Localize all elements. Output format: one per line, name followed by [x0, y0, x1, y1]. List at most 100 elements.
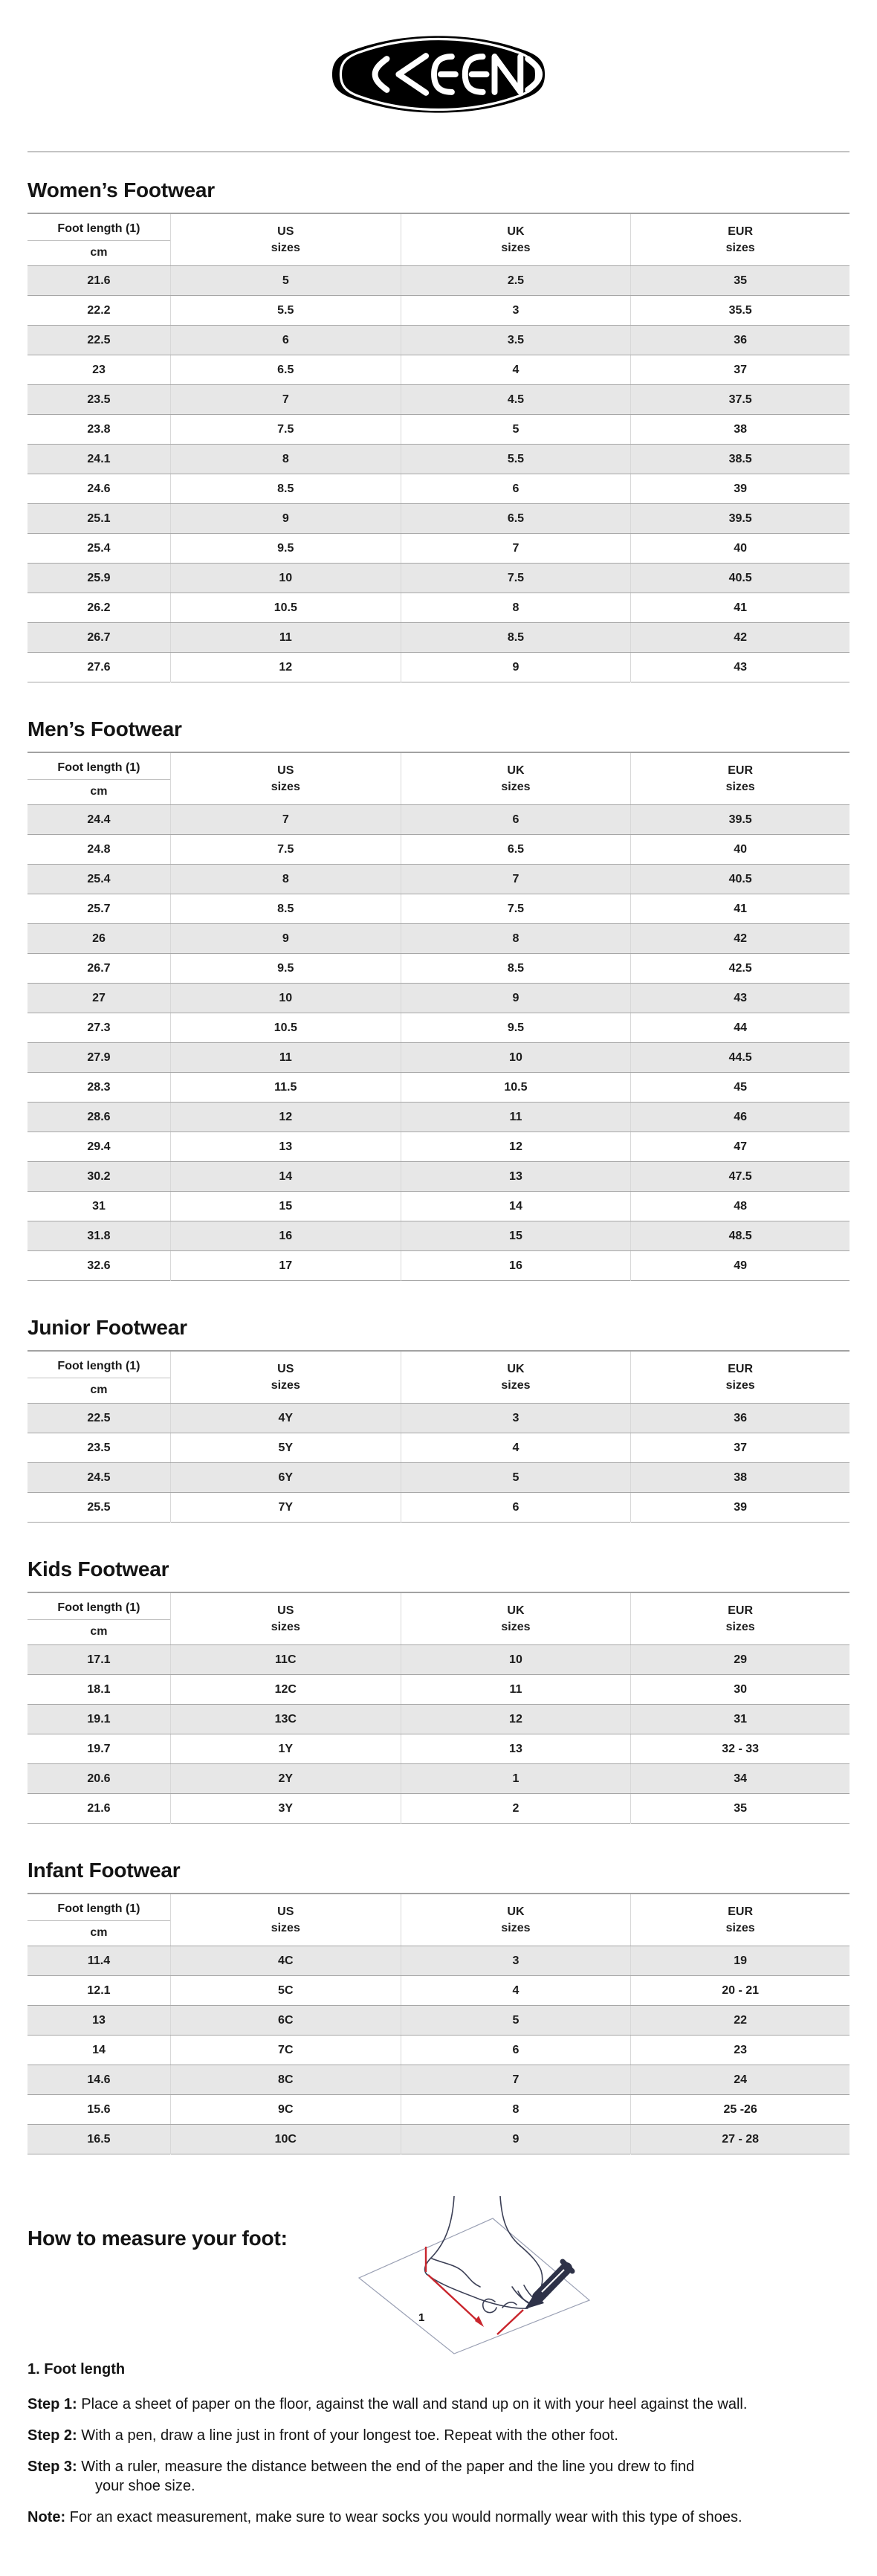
table-cell: 48.5: [630, 1221, 850, 1251]
table-cell: 37: [630, 355, 850, 385]
table-header-row: Foot length (1) cm US sizes UK sizes EUR siz…: [27, 1894, 850, 1946]
table-cell: 11: [400, 1674, 631, 1705]
infant-size-table: Foot length (1) cm US sizes UK sizes EUR siz…: [27, 1893, 850, 2154]
table-cell: 34: [630, 1763, 850, 1794]
table-row: 23.8 7.5 5 38: [27, 414, 850, 445]
section-mens-footwear: Men’s Footwear Foot length (1) cm US sizes…: [27, 717, 850, 1281]
table-cell: 31: [27, 1191, 171, 1221]
table-row: 16.5 10C 9 27 - 28: [27, 2124, 850, 2154]
table-cell: 6: [400, 474, 631, 504]
table-cell: 5: [169, 265, 401, 296]
table-cell: 5C: [169, 1975, 401, 2006]
table-cell: 7.5: [400, 563, 631, 593]
table-cell: 10: [400, 1644, 631, 1675]
table-cell: 37.5: [630, 384, 850, 415]
kids-size-table: Foot length (1) cm US sizes UK sizes EUR siz…: [27, 1592, 850, 1824]
foot-measure-illustration: 1: [357, 2196, 591, 2354]
col-header-foot-length: Foot length (1) cm: [27, 1894, 171, 1946]
foot-length-subtitle: 1. Foot length: [27, 2361, 126, 2378]
table-cell: 11C: [169, 1644, 401, 1675]
table-cell: 31.8: [27, 1221, 171, 1251]
table-cell: 20.6: [27, 1763, 171, 1794]
table-cell: 11: [169, 622, 401, 653]
table-cell: 10: [169, 563, 401, 593]
table-row: 14.6 8C 7 24: [27, 2065, 850, 2095]
note-text: For an exact measurement, make sure to w…: [69, 2509, 742, 2525]
table-cell: 7: [169, 804, 401, 835]
table-row: 23.5 5Y 4 37: [27, 1433, 850, 1463]
table-cell: 25.4: [27, 533, 171, 564]
col-header-eur: EUR sizes: [630, 1351, 850, 1404]
table-cell: 8: [169, 864, 401, 894]
table-cell: 4: [400, 1433, 631, 1463]
table-cell: 11.4: [27, 1946, 171, 1976]
table-cell: 36: [630, 325, 850, 355]
table-cell: 12: [169, 652, 401, 682]
table-cell: 7.5: [169, 834, 401, 865]
table-cell: 17.1: [27, 1644, 171, 1675]
table-cell: 24: [630, 2065, 850, 2095]
table-cell: 12: [400, 1704, 631, 1734]
table-header-row: Foot length (1) cm US sizes UK sizes EUR siz…: [27, 1351, 850, 1404]
table-cell: 30: [630, 1674, 850, 1705]
table-cell: 38: [630, 414, 850, 445]
table-cell: 6: [400, 2035, 631, 2065]
table-cell: 6: [169, 325, 401, 355]
table-row: 24.8 7.5 6.5 40: [27, 834, 850, 865]
col-header-foot-length: Foot length (1) cm: [27, 213, 171, 266]
table-cell: 23.5: [27, 384, 171, 415]
table-row: 28.3 11.5 10.5 45: [27, 1072, 850, 1103]
table-cell: 45: [630, 1072, 850, 1103]
step-text: Place a sheet of paper on the floor, aga…: [81, 2396, 748, 2412]
col-header-eur: EUR sizes: [630, 213, 850, 266]
mens-size-table: Foot length (1) cm US sizes UK sizes EUR siz…: [27, 752, 850, 1281]
table-cell: 4: [400, 1975, 631, 2006]
table-cell: 14: [400, 1191, 631, 1221]
table-cell: 22: [630, 2005, 850, 2036]
table-cell: 27 - 28: [630, 2124, 850, 2154]
table-row: 17.1 11C 10 29: [27, 1644, 850, 1675]
table-row: 20.6 2Y 1 34: [27, 1763, 850, 1794]
table-cell: 2Y: [169, 1763, 401, 1794]
table-cell: 10C: [169, 2124, 401, 2154]
table-cell: 9: [400, 652, 631, 682]
step-3: Step 3: With a ruler, measure the distan…: [27, 2457, 850, 2496]
section-womens-footwear: Women’s Footwear Foot length (1) cm US siz…: [27, 178, 850, 682]
section-infant-footwear: Infant Footwear Foot length (1) cm US size…: [27, 1858, 850, 2154]
table-cell: 28.3: [27, 1072, 171, 1103]
table-cell: 25.1: [27, 503, 171, 534]
section-title: Junior Footwear: [27, 1316, 187, 1339]
table-row: 32.6 17 16 49: [27, 1250, 850, 1281]
section-title: Women’s Footwear: [27, 178, 215, 201]
table-row: 21.6 3Y 2 35: [27, 1793, 850, 1824]
table-row: 23.5 7 4.5 37.5: [27, 384, 850, 415]
table-cell: 41: [630, 894, 850, 924]
table-cell: 1Y: [169, 1734, 401, 1764]
table-cell: 16: [169, 1221, 401, 1251]
header-divider: [27, 151, 850, 152]
table-cell: 24.5: [27, 1462, 171, 1493]
table-cell: 28.6: [27, 1102, 171, 1132]
table-cell: 18.1: [27, 1674, 171, 1705]
table-cell: 10.5: [400, 1072, 631, 1103]
table-cell: 8.5: [400, 953, 631, 984]
table-cell: 15.6: [27, 2094, 171, 2125]
table-cell: 27.3: [27, 1013, 171, 1043]
col-header-uk: UK sizes: [400, 1351, 631, 1404]
table-cell: 9C: [169, 2094, 401, 2125]
table-cell: 23.5: [27, 1433, 171, 1463]
table-cell: 6: [400, 804, 631, 835]
table-cell: 27: [27, 983, 171, 1013]
table-row: 25.5 7Y 6 39: [27, 1492, 850, 1523]
table-cell: 47.5: [630, 1161, 850, 1192]
table-header-row: Foot length (1) cm US sizes UK sizes EUR siz…: [27, 1592, 850, 1645]
table-row: 19.7 1Y 13 32 - 33: [27, 1734, 850, 1764]
table-cell: 8: [400, 593, 631, 623]
table-row: 27 10 9 43: [27, 983, 850, 1013]
table-cell: 30.2: [27, 1161, 171, 1192]
col-header-foot-length: Foot length (1) cm: [27, 1351, 171, 1404]
table-cell: 6.5: [400, 834, 631, 865]
section-title: Infant Footwear: [27, 1859, 181, 1882]
table-cell: 26.2: [27, 593, 171, 623]
